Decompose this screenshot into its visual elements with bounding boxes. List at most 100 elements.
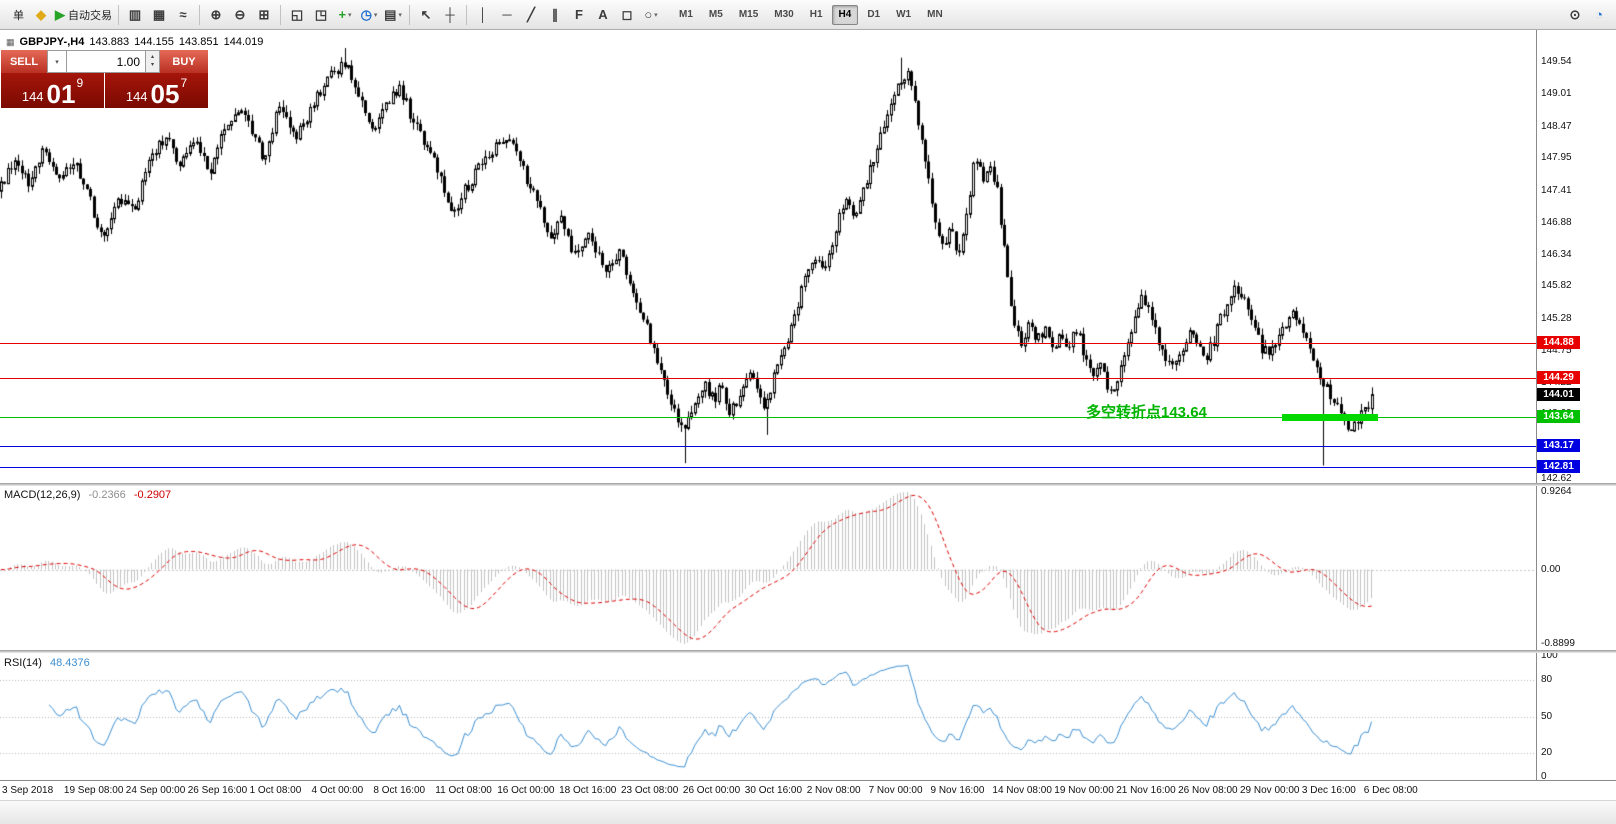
timeframe-button-h1[interactable]: H1 — [809, 9, 823, 20]
macd-indicator-canvas[interactable] — [0, 486, 1536, 650]
price-line-tag: 143.64 — [1537, 410, 1580, 424]
price-axis-tick: 142.62 — [1541, 472, 1572, 484]
timeframe-button-m15[interactable]: M15 — [738, 9, 759, 20]
shapes-tool-icon-dropdown[interactable]: ▾ — [654, 11, 658, 19]
rsi-header: RSI(14) 48.4376 — [4, 657, 90, 669]
fibonacci-tool-icon[interactable]: F — [568, 4, 590, 26]
ask-price-button[interactable]: 144 05 7 — [105, 73, 208, 108]
period-selector-icon-dropdown[interactable]: ▾ — [373, 11, 378, 19]
time-axis[interactable]: 3 Sep 2018 19 Sep 08:00 24 Sep 00:00 26 Sep… — [0, 780, 1616, 800]
current-price-tag: 144.01 — [1537, 387, 1580, 401]
time-axis-label: 3 Sep 2018 — [2, 785, 54, 796]
toolbar-separator — [466, 4, 467, 25]
autotrading-button[interactable]: ▶ 自动交易 — [54, 4, 113, 26]
macd-header: MACD(12,26,9) -0.2366 -0.2907 — [4, 489, 171, 501]
price-axis[interactable]: 149.54 149.01 148.47 147.95 147.41 146.88 146.… — [1536, 30, 1616, 782]
one-click-prices: 144 01 9 144 05 7 — [1, 73, 208, 108]
crosshair-tool-icon[interactable]: ┼ — [439, 4, 461, 26]
channel-tool-icon[interactable]: ∥ — [544, 4, 566, 26]
dropdown-arrow-icon: ▾ — [55, 58, 59, 66]
time-axis-label: 24 Sep 00:00 — [125, 785, 186, 796]
charts-grid-icon[interactable]: ◆ — [30, 4, 52, 26]
new-order-button[interactable]: 单 — [6, 4, 28, 26]
line-chart-icon[interactable]: ≈ — [172, 4, 194, 26]
new-chart-icon-dropdown[interactable]: ▾ — [348, 11, 352, 19]
candlestick-chart-icon[interactable]: ▦ — [148, 4, 170, 26]
crosshair-tool-icon: ┼ — [445, 7, 455, 22]
timeframe-button-mn[interactable]: MN — [927, 9, 943, 20]
arrange-windows-icon: ◳ — [314, 7, 328, 22]
timeframe-button-m1[interactable]: M1 — [679, 9, 693, 20]
price-axis-tick: 148.47 — [1541, 120, 1572, 132]
time-axis-label: 26 Nov 08:00 — [1178, 785, 1238, 796]
price-axis-tick: 146.34 — [1541, 248, 1572, 260]
price-axis-tick: 149.54 — [1541, 56, 1572, 68]
low-value: 143.851 — [178, 36, 219, 48]
trendline-tool-icon[interactable]: ╱ — [520, 4, 542, 26]
ohlc-bars-icon: ▥ — [128, 7, 142, 22]
time-axis-label: 1 Oct 08:00 — [249, 785, 302, 796]
tile-windows-icon[interactable]: ⊞ — [253, 4, 275, 26]
volume-dropdown[interactable]: ▾ — [47, 50, 67, 73]
time-axis-label: 29 Nov 00:00 — [1240, 785, 1300, 796]
timeframe-button-m5[interactable]: M5 — [708, 9, 723, 20]
timeframe-button-w1[interactable]: W1 — [896, 9, 912, 20]
chart-annotation-text[interactable]: 多空转折点143.64 — [1086, 404, 1207, 421]
window-bottom-strip — [0, 800, 1616, 824]
pane-splitter-rsi[interactable] — [0, 650, 1616, 653]
price-chart-canvas[interactable] — [0, 30, 1536, 483]
zoom-in-icon[interactable]: ⊕ — [205, 4, 227, 26]
time-axis-label: 6 Dec 08:00 — [1363, 785, 1418, 796]
templates-icon[interactable]: ▤ ▾ — [382, 4, 404, 26]
shapes-tool-icon[interactable]: ○ ▾ — [640, 4, 662, 26]
bid-price-button[interactable]: 144 01 9 — [1, 73, 104, 108]
open-value: 143.883 — [89, 36, 130, 48]
fibonacci-tool-icon: F — [575, 7, 583, 22]
cursor-tool-icon[interactable]: ↖ — [415, 4, 437, 26]
arrange-windows-icon[interactable]: ◳ — [310, 4, 332, 26]
volume-input[interactable]: 1.00 — [67, 50, 146, 73]
time-axis-label: 8 Oct 16:00 — [373, 785, 426, 796]
clock-icon[interactable]: ◔ — [1588, 4, 1610, 26]
time-axis-label: 4 Oct 00:00 — [311, 785, 364, 796]
rsi-indicator-canvas[interactable] — [0, 653, 1536, 780]
timeframe-button-m30[interactable]: M30 — [774, 9, 794, 20]
ohlc-bars-icon[interactable]: ▥ — [124, 4, 146, 26]
rsi-value: 48.4376 — [49, 657, 90, 669]
zoom-out-icon[interactable]: ⊖ — [229, 4, 251, 26]
templates-icon: ▤ — [384, 7, 397, 22]
timeframe-button-h4[interactable]: H4 — [831, 4, 859, 25]
new-order-button-label: 单 — [13, 9, 24, 22]
text-tool-icon[interactable]: A — [592, 4, 614, 26]
spin-up-icon: ▴ — [150, 54, 154, 61]
buy-button[interactable]: BUY — [160, 50, 208, 73]
time-axis-label: 3 Dec 16:00 — [1301, 785, 1356, 796]
toolbar-separator — [118, 4, 119, 25]
templates-icon-dropdown[interactable]: ▾ — [398, 11, 402, 19]
period-selector-icon[interactable]: ◷ ▾ — [358, 4, 380, 26]
toolbar-separator — [280, 4, 281, 25]
search-icon[interactable]: ⊙ — [1564, 4, 1586, 26]
pane-splitter-macd[interactable] — [0, 483, 1616, 486]
volume-stepper[interactable]: ▴ ▾ — [146, 50, 160, 73]
close-value: 144.019 — [223, 36, 264, 48]
horizontal-line-tool-icon[interactable]: ─ — [496, 4, 518, 26]
vertical-line-tool-icon[interactable]: │ — [472, 4, 494, 26]
one-click-header: SELL ▾ 1.00 ▴ ▾ BUY — [1, 50, 208, 73]
autotrading-button: ▶ — [55, 7, 65, 22]
cascade-windows-icon[interactable]: ◱ — [286, 4, 308, 26]
time-axis-label: 21 Nov 16:00 — [1116, 785, 1176, 796]
timeframe-button-d1[interactable]: D1 — [867, 9, 881, 20]
timeframe-toolbar: M1 M5 M15 M30 H1 H4 D1 W1 MN — [671, 4, 951, 25]
label-tool-icon[interactable]: ◻ — [616, 4, 638, 26]
price-line-tag: 143.17 — [1537, 438, 1580, 452]
macd-axis-tick: -0.8899 — [1541, 638, 1575, 649]
macd-axis-tick: 0.00 — [1541, 563, 1561, 575]
sell-button[interactable]: SELL — [1, 50, 47, 73]
time-axis-label: 2 Nov 08:00 — [806, 785, 861, 796]
rsi-axis-tick: 80 — [1541, 674, 1553, 686]
price-axis-tick: 147.41 — [1541, 184, 1572, 196]
macd-signal-value: -0.2907 — [133, 489, 172, 501]
rsi-axis-tick: 100 — [1541, 650, 1558, 661]
new-chart-icon[interactable]: + ▾ — [334, 4, 356, 26]
